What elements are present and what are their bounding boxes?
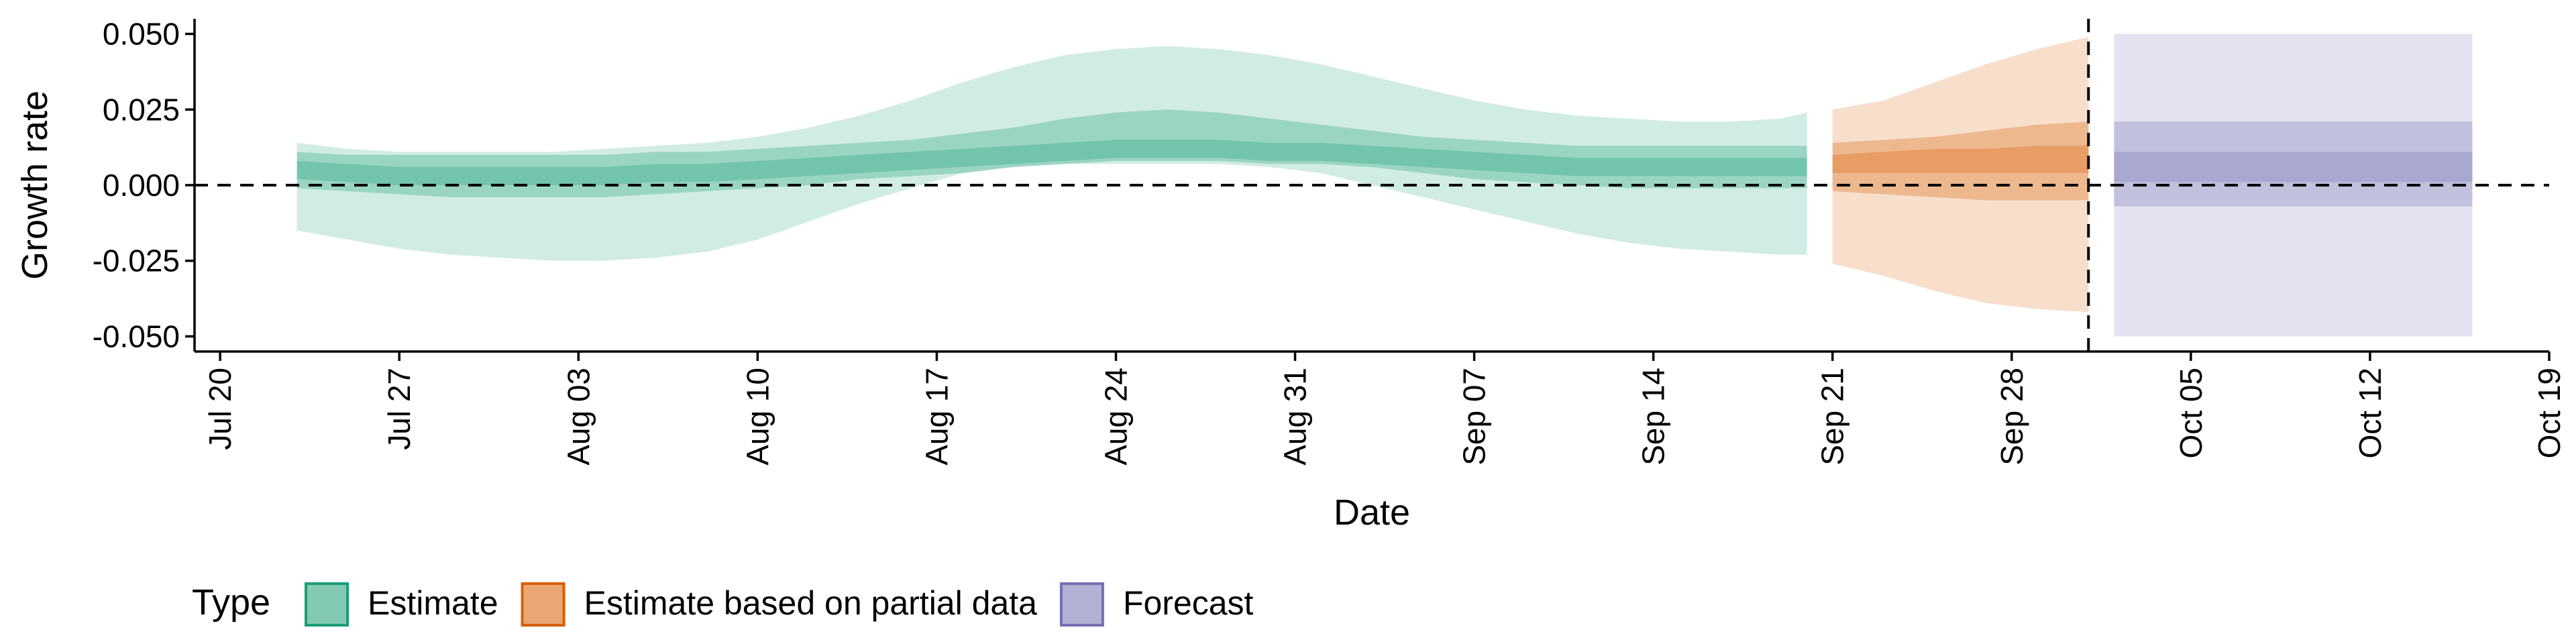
band-20-series-3	[2114, 152, 2473, 182]
legend-title: Type	[192, 582, 270, 623]
x-tick-label: Oct 19	[2532, 368, 2567, 459]
legend-label-1: Estimate	[368, 584, 498, 622]
legend-label-3: Forecast	[1123, 584, 1254, 622]
x-tick-label: Sep 28	[1994, 368, 2029, 466]
y-tick-label: -0.050	[93, 319, 180, 354]
legend-label-2: Estimate based on partial data	[584, 584, 1038, 622]
x-tick-label: Jul 27	[382, 368, 417, 450]
band-20-series-2	[1832, 146, 2089, 173]
band-90-series-1	[297, 46, 1807, 261]
series-1	[297, 46, 1807, 261]
legend-key-3	[1059, 582, 1104, 627]
band-90-series-2	[1832, 37, 2089, 313]
y-tick-label: 0.000	[103, 168, 180, 203]
x-tick-label: Aug 03	[561, 368, 596, 466]
x-tick-label: Oct 05	[2174, 368, 2208, 459]
reference-lines	[195, 19, 2549, 352]
legend-key-2	[521, 582, 566, 627]
band-50-series-1	[297, 109, 1807, 197]
x-tick-label: Jul 20	[203, 368, 237, 450]
x-tick-label: Aug 17	[919, 368, 954, 466]
series-2	[1832, 37, 2089, 313]
band-50-series-2	[1832, 121, 2089, 201]
x-axis-title: Date	[1334, 492, 1410, 533]
y-tick-label: 0.025	[103, 92, 180, 127]
legend-key-1	[305, 582, 349, 627]
legend: Type Estimate Estimate based on partial da…	[192, 582, 1254, 627]
x-tick-label: Sep 14	[1636, 368, 1671, 466]
x-tick-label: Aug 10	[740, 368, 775, 466]
axes: -0.050 -0.025 0.000 0.025 0.050 Jul 20 Jul 27 A…	[93, 17, 2567, 466]
band-20-series-1	[297, 140, 1807, 185]
x-tick-label: Aug 31	[1278, 368, 1313, 466]
y-tick-label: -0.025	[93, 244, 180, 278]
x-tick-label: Sep 21	[1815, 368, 1850, 466]
x-tick-label: Oct 12	[2353, 368, 2387, 459]
y-tick-label: 0.050	[103, 17, 180, 52]
x-tick-label: Aug 24	[1098, 368, 1133, 466]
y-axis-title: Growth rate	[15, 91, 55, 280]
x-tick-label: Sep 07	[1457, 368, 1492, 466]
